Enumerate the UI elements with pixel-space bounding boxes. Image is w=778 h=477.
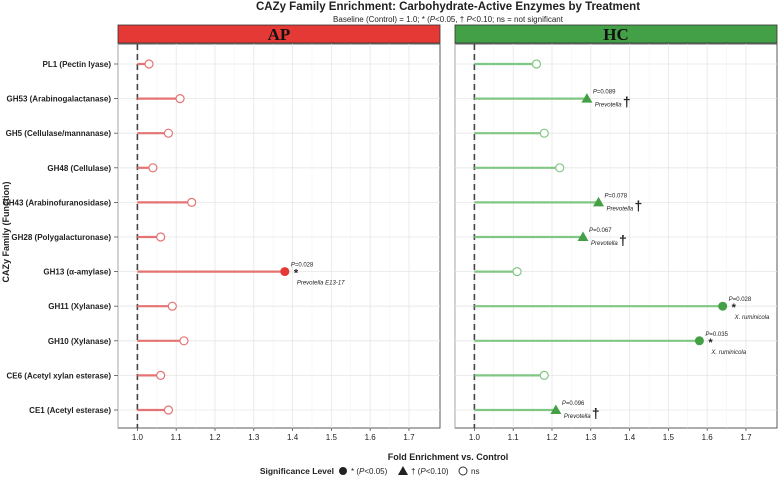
lollipop-point-trend <box>581 93 593 103</box>
y-tick-label: GH43 (Arabinofuranosidase) <box>3 198 112 207</box>
y-tick-label: GH48 (Cellulase) <box>47 164 111 173</box>
annotation-taxon: Prevotella <box>591 241 618 247</box>
annotation-pvalue: P=0.028 <box>729 297 752 303</box>
x-tick-label: 1.6 <box>702 433 714 442</box>
legend-label: † (P<0.10) <box>411 467 449 476</box>
lollipop-point-ns <box>539 370 549 380</box>
y-tick-label: GH11 (Xylanase) <box>48 302 111 311</box>
lollipop-point-trend <box>577 231 589 241</box>
annotation-pvalue: P=0.078 <box>605 193 628 199</box>
lollipop-point-ns <box>539 128 549 138</box>
x-tick-label: 1.3 <box>585 433 597 442</box>
facet-strip <box>454 24 778 44</box>
chart-title: CAZy Family Enrichment: Carbohydrate-Act… <box>256 1 640 13</box>
annotation-taxon: X. ruminicola <box>710 350 746 356</box>
x-tick-label: 1.2 <box>209 433 221 442</box>
lollipop-point-ns <box>156 370 166 380</box>
annotation-taxon: Prevotella <box>595 103 622 109</box>
lollipop-point-trend <box>550 404 562 414</box>
lollipop-point-significant <box>694 336 704 346</box>
legend-symbol-significant <box>339 467 347 475</box>
annotation-pvalue: P=0.067 <box>589 228 612 234</box>
annotation-pvalue: P=0.035 <box>705 332 728 338</box>
facet-strip-label: HC <box>603 25 629 44</box>
annotation-symbol: * <box>294 268 299 280</box>
lollipop-point-ns <box>187 197 197 207</box>
lollipop-point-significant <box>718 301 728 311</box>
x-tick-label: 1.1 <box>171 433 183 442</box>
annotation-pvalue: P=0.089 <box>593 90 616 96</box>
lollipop-point-ns <box>163 405 174 415</box>
lollipop-point-ns <box>175 93 185 104</box>
panel-background <box>117 43 441 429</box>
x-tick-label: 1.5 <box>326 433 338 442</box>
chart-subtitle: Baseline (Control) = 1.0; * (P<0.05, † P… <box>333 15 564 24</box>
legend-label: ns <box>471 467 479 476</box>
legend-label: * (P<0.05) <box>351 467 388 476</box>
x-tick-label: 1.4 <box>624 433 636 442</box>
lollipop-point-trend <box>593 196 605 207</box>
annotation-symbol: * <box>732 302 737 314</box>
legend: Significance Level * (P<0.05) † (P<0.10) ns <box>260 466 479 476</box>
annotation-symbol: † <box>623 94 631 110</box>
lollipop-point-ns <box>531 59 542 69</box>
annotation-symbol: * <box>708 337 713 349</box>
x-tick-label: 1.7 <box>740 433 752 442</box>
y-tick-label: GH28 (Polygalacturonase) <box>11 233 111 242</box>
legend-symbol-trend <box>398 466 408 475</box>
lollipop-point-ns <box>179 336 189 346</box>
x-tick-label: 1.0 <box>132 433 144 442</box>
annotation-pvalue: P=0.096 <box>562 401 585 407</box>
facet-panel-ap: AP 1.0 1.1 1.2 1.3 1.4 1.5 1.6 1.7 P=0.028*Prevot… <box>117 24 441 442</box>
lollipop-point-ns <box>156 232 166 242</box>
x-tick-label: 1.7 <box>403 433 415 442</box>
lollipop-point-ns <box>148 163 158 173</box>
y-tick-label: GH53 (Arabinogalactanase) <box>7 95 112 104</box>
y-tick-label: GH5 (Cellulase/mannanase) <box>6 129 112 138</box>
facet-panel-hc: HC1.0 1.1 1.2 1.3 1.4 1.5 1.6 1.7P=0.089†Prevot… <box>454 24 778 442</box>
facet-panels: AP1.0 1.1 1.2 1.3 1.4 1.5 1.6 1.7P=0.028*Prevot… <box>117 24 778 442</box>
x-axis-title: Fold Enrichment vs. Control <box>388 452 509 462</box>
annotation-taxon: Prevotella E13-17 <box>297 281 345 287</box>
facet-strip-label: AP <box>268 25 291 44</box>
facet-strip <box>117 24 441 44</box>
x-tick-label: 1.3 <box>248 433 260 442</box>
y-tick-label: GH13 (α-amylase) <box>43 268 111 277</box>
lollipop-point-ns <box>167 301 177 311</box>
annotation-taxon: Prevotella <box>564 414 591 420</box>
lollipop-point-ns <box>555 163 565 173</box>
y-tick-label: GH10 (Xylanase) <box>48 337 111 346</box>
y-axis-title: CAZy Family (Function) <box>1 181 11 282</box>
x-tick-label: 1.6 <box>365 433 377 442</box>
legend-title: Significance Level <box>260 466 334 476</box>
annotation-symbol: † <box>592 405 600 421</box>
lollipop-point-ns <box>512 267 522 277</box>
y-tick-labels: PL1 (Pectin lyase) GH53 (Arabinogalactana… <box>3 60 118 415</box>
x-tick-label: 1.2 <box>546 433 558 442</box>
annotation-symbol: † <box>635 197 643 213</box>
lollipop-point-significant <box>280 267 290 277</box>
x-tick-label: 1.4 <box>287 433 299 442</box>
x-tick-label: 1.5 <box>663 433 675 442</box>
y-tick-label: CE1 (Acetyl esterase) <box>29 406 111 415</box>
y-tick-label: CE6 (Acetyl xylan esterase) <box>7 371 112 380</box>
lollipop-point-ns <box>163 128 174 138</box>
lollipop-point-ns <box>144 59 154 69</box>
y-tick-label: PL1 (Pectin lyase) <box>43 60 112 69</box>
annotation-symbol: † <box>619 232 627 248</box>
annotation-taxon: Prevotella <box>607 206 634 212</box>
legend-symbol-ns <box>458 466 468 476</box>
x-tick-label: 1.0 <box>469 433 481 442</box>
x-tick-label: 1.1 <box>508 433 520 442</box>
annotation-taxon: X. ruminicola <box>734 315 770 321</box>
annotation-pvalue: P=0.028 <box>291 263 314 269</box>
